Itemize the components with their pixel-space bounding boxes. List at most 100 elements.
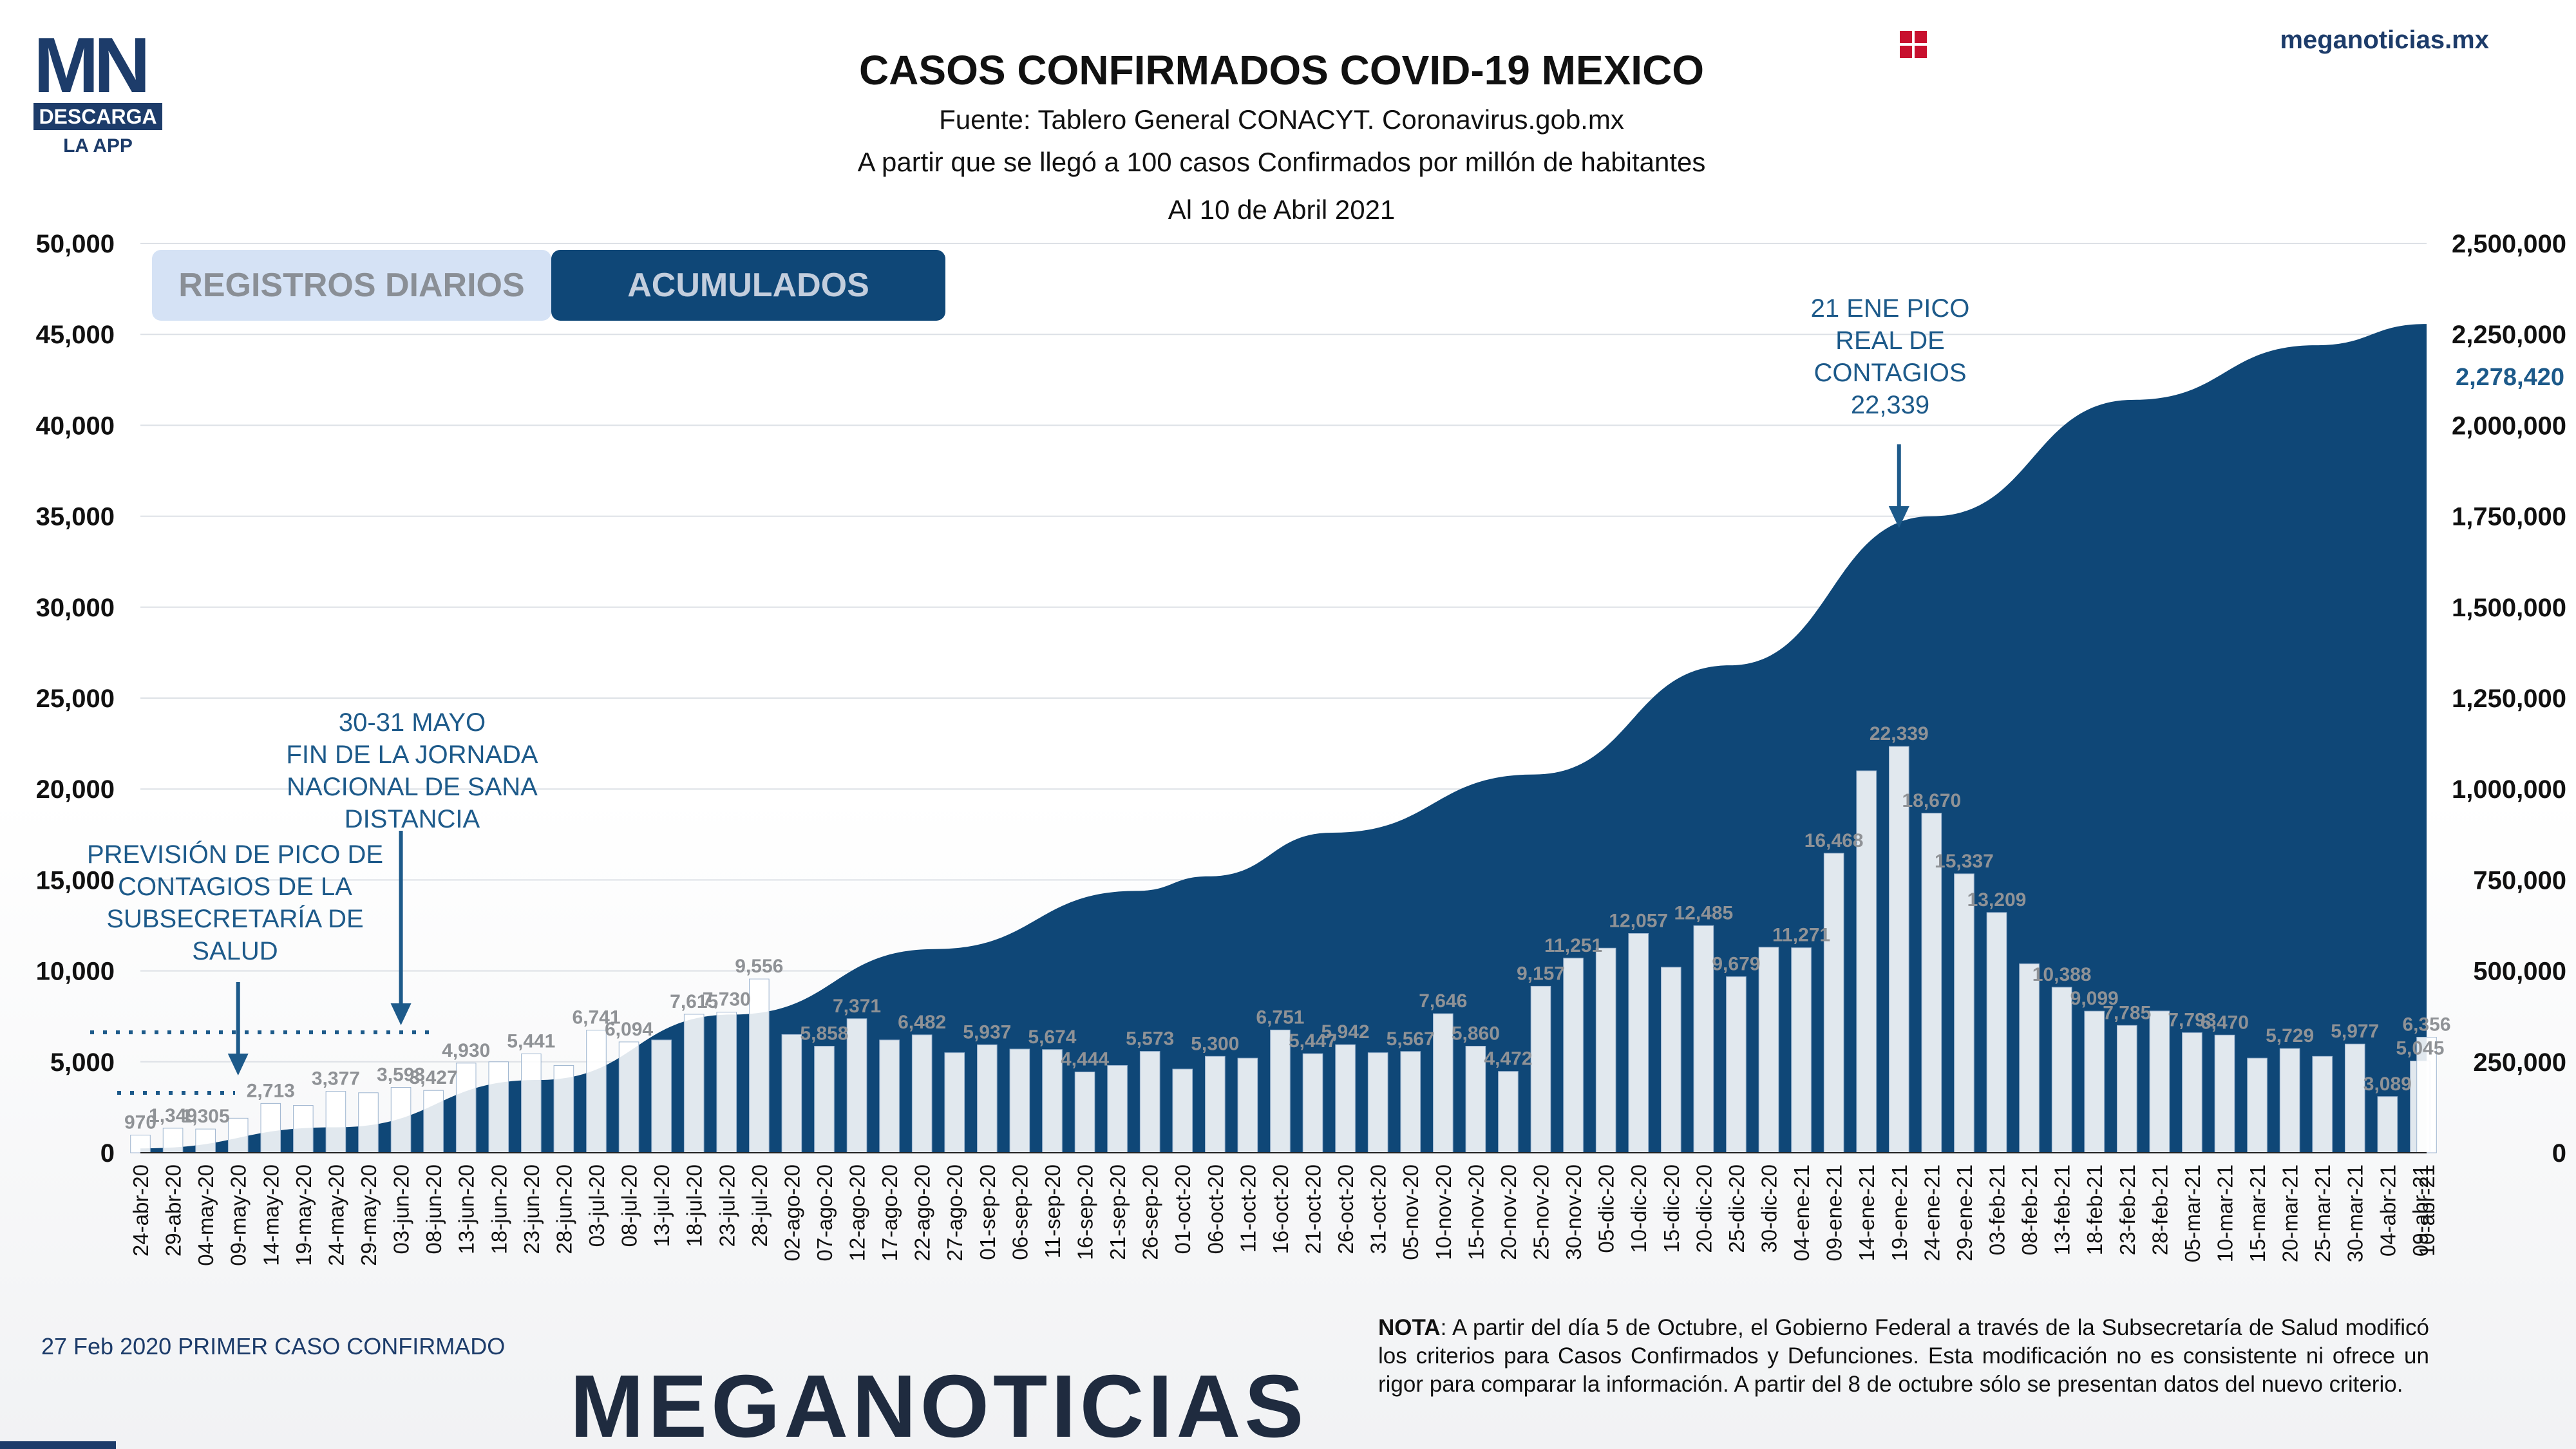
left-axis-tick: 20,000: [36, 775, 115, 804]
daily-bar: [1986, 912, 2007, 1153]
daily-bar: [1726, 976, 1747, 1153]
daily-bar: [260, 1103, 281, 1153]
annotation-arrowhead: [390, 1003, 412, 1025]
daily-bar: [2182, 1032, 2202, 1153]
daily-data-label: 5,573: [1126, 1028, 1174, 1050]
x-axis-tick: 21-sep-20: [1106, 1164, 1130, 1260]
daily-bar: [455, 1063, 477, 1153]
x-axis-tick: 29-may-20: [357, 1164, 381, 1266]
daily-bar: [1693, 925, 1714, 1153]
daily-data-label: 5,937: [963, 1021, 1011, 1043]
x-axis-tick: 15-dic-20: [1660, 1164, 1683, 1253]
daily-data-label: 9,679: [1712, 954, 1760, 975]
daily-bar: [2051, 987, 2072, 1153]
daily-data-label: 5,674: [1028, 1027, 1076, 1048]
daily-bar: [1074, 1072, 1095, 1153]
daily-bar: [1335, 1044, 1356, 1153]
annotation-text: 30-31 MAYO: [339, 708, 486, 737]
daily-data-label: 2,713: [247, 1080, 295, 1101]
mn-logo[interactable]: MN DESCARGA LA APP: [33, 21, 169, 157]
left-axis-tick: 25,000: [36, 685, 115, 713]
tab-registros-diarios[interactable]: REGISTROS DIARIOS: [152, 250, 551, 321]
daily-data-label: 12,485: [1674, 902, 1733, 923]
daily-bar: [716, 1012, 737, 1153]
x-axis-tick: 11-sep-20: [1041, 1164, 1065, 1258]
x-axis-tick: 25-mar-21: [2311, 1164, 2334, 1262]
daily-bar: [1595, 947, 1616, 1153]
daily-bar: [2149, 1010, 2170, 1153]
daily-data-label: 3,593: [377, 1065, 425, 1086]
daily-data-label: 1,349: [149, 1105, 197, 1126]
left-axis-tick: 40,000: [36, 412, 115, 440]
x-axis-tick: 15-nov-20: [1464, 1164, 1488, 1260]
x-axis-tick: 10-abr-21: [2415, 1164, 2439, 1256]
daily-data-label: 1,305: [182, 1106, 230, 1127]
x-axis-tick: 01-oct-20: [1171, 1164, 1195, 1254]
left-axis-tick: 5,000: [50, 1048, 115, 1077]
x-axis-tick: 18-feb-21: [2083, 1164, 2107, 1255]
daily-bar: [1270, 1029, 1291, 1153]
daily-bar: [1172, 1068, 1193, 1153]
tab-acumulados[interactable]: ACUMULADOS: [551, 250, 945, 321]
daily-bar: [227, 1117, 249, 1153]
left-axis-tick: 10,000: [36, 958, 115, 986]
daily-data-label: 6,470: [2201, 1012, 2249, 1033]
x-axis-tick: 10-dic-20: [1627, 1164, 1651, 1253]
daily-bar: [2344, 1043, 2365, 1153]
daily-bar: [2084, 1010, 2105, 1153]
x-axis-tick: 22-ago-20: [911, 1164, 934, 1261]
daily-bar: [1205, 1056, 1226, 1153]
x-axis-tick: 01-sep-20: [976, 1164, 999, 1260]
brand-url[interactable]: meganoticias.mx: [2280, 26, 2489, 54]
daily-bar: [1367, 1052, 1388, 1153]
x-axis-tick: 09-abr-21: [2409, 1164, 2432, 1256]
x-axis-tick: 05-mar-21: [2181, 1164, 2204, 1262]
daily-data-label: 6,741: [572, 1007, 620, 1028]
meganoticias-wordmark[interactable]: MEGANOTICIAS: [570, 1356, 1307, 1449]
daily-bar: [1856, 770, 1877, 1153]
daily-bar: [1107, 1065, 1128, 1153]
daily-data-label: 7,646: [1419, 990, 1467, 1012]
daily-bar: [130, 1135, 151, 1153]
daily-data-label: 10,388: [2032, 964, 2092, 985]
wordmark-part1: MEGA: [570, 1357, 852, 1449]
note-body: : A partir del día 5 de Octubre, el Gobi…: [1378, 1315, 2429, 1397]
x-axis-tick: 18-jul-20: [683, 1164, 706, 1247]
right-axis-tick: 2,500,000: [2452, 230, 2566, 258]
daily-bar: [2247, 1057, 2268, 1153]
right-axis-tick: 500,000: [2473, 958, 2566, 986]
x-axis-tick: 12-ago-20: [846, 1164, 869, 1261]
daily-data-label: 16,468: [1804, 830, 1864, 851]
daily-data-label: 4,444: [1061, 1049, 1109, 1070]
x-axis-tick: 31-oct-20: [1367, 1164, 1390, 1254]
x-axis-tick: 30-dic-20: [1757, 1164, 1781, 1253]
x-axis-tick: 07-ago-20: [813, 1164, 837, 1261]
daily-data-label: 970: [124, 1112, 156, 1133]
x-axis-tick: 24-may-20: [324, 1164, 348, 1266]
daily-data-label: 5,860: [1452, 1023, 1500, 1045]
daily-data-label: 7,371: [833, 996, 881, 1017]
x-axis-tick: 08-jul-20: [618, 1164, 641, 1247]
daily-bar: [2377, 1096, 2398, 1153]
x-axis-tick: 25-dic-20: [1725, 1164, 1748, 1253]
right-axis-tick: 1,250,000: [2452, 685, 2566, 713]
daily-data-label: 22,339: [1870, 723, 1929, 744]
x-axis-tick: 04-ene-21: [1790, 1164, 1814, 1261]
x-axis-tick: 23-feb-21: [2116, 1164, 2139, 1255]
x-axis-tick: 14-ene-21: [1855, 1164, 1879, 1261]
daily-data-label: 9,157: [1517, 963, 1565, 984]
cumulative-last-label: 2,278,420: [2456, 364, 2564, 391]
mn-logo-letters: MN: [33, 21, 151, 109]
daily-data-label: 15,337: [1935, 851, 1994, 872]
daily-bar: [1302, 1053, 1323, 1153]
daily-bar: [1823, 853, 1844, 1153]
daily-bar: [1433, 1013, 1454, 1153]
daily-bar: [1042, 1049, 1063, 1153]
daily-bar: [846, 1018, 867, 1153]
daily-bar: [2019, 963, 2040, 1153]
daily-bar: [1498, 1071, 1519, 1153]
wordmark-part2: NOTICIAS: [852, 1357, 1308, 1449]
daily-data-label: 6,094: [605, 1019, 653, 1040]
left-axis-tick: 30,000: [36, 594, 115, 622]
mn-logo-download: DESCARGA: [33, 103, 162, 130]
